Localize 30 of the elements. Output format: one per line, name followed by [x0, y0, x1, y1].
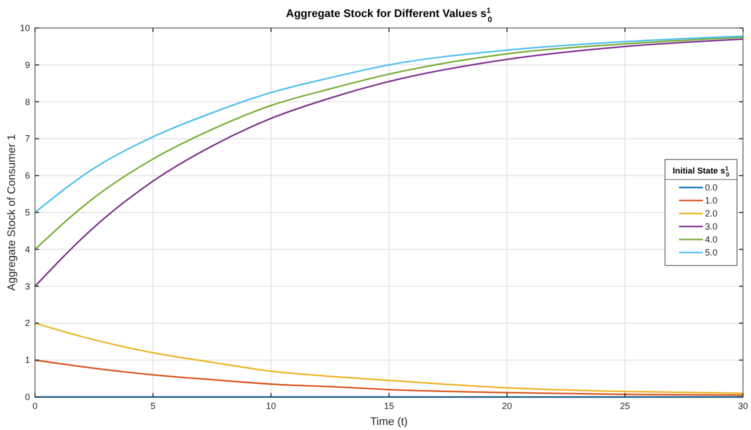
line-series: [34, 36, 744, 250]
legend-label: 1.0: [705, 196, 718, 206]
line-series: [34, 322, 744, 394]
y-axis-title: Aggregate Stock of Consumer 1: [6, 134, 18, 291]
x-tick-label: 25: [620, 401, 630, 411]
legend-label: 3.0: [705, 222, 718, 232]
legend-label: 5.0: [705, 248, 718, 258]
x-axis-title: Time (t): [370, 416, 408, 428]
line-series: [34, 38, 744, 288]
legend-label: 4.0: [705, 234, 718, 244]
y-tick-label: 8: [24, 96, 30, 107]
x-tick-label: 10: [266, 401, 276, 411]
legend-label: 2.0: [705, 208, 718, 218]
y-tick-label: 7: [24, 134, 30, 144]
y-tick-label: 5: [24, 208, 30, 218]
x-tick-label: 0: [32, 401, 38, 411]
legend-label: 0.0: [705, 182, 718, 192]
y-tick-label: 9: [24, 60, 30, 70]
line-series: [34, 359, 744, 396]
x-tick-label: 15: [384, 401, 394, 411]
x-tick-label: 20: [502, 401, 512, 411]
y-tick-label: 2: [24, 318, 30, 328]
x-tick-label: 5: [150, 401, 156, 411]
x-tick-label: 30: [738, 401, 748, 411]
y-tick-label: 4: [24, 244, 30, 254]
y-tick-label: 10: [20, 23, 30, 33]
y-tick-label: 6: [24, 170, 30, 181]
y-tick-label: 1: [24, 355, 30, 366]
y-tick-label: 0: [24, 392, 30, 402]
y-tick-label: 3: [24, 281, 30, 292]
